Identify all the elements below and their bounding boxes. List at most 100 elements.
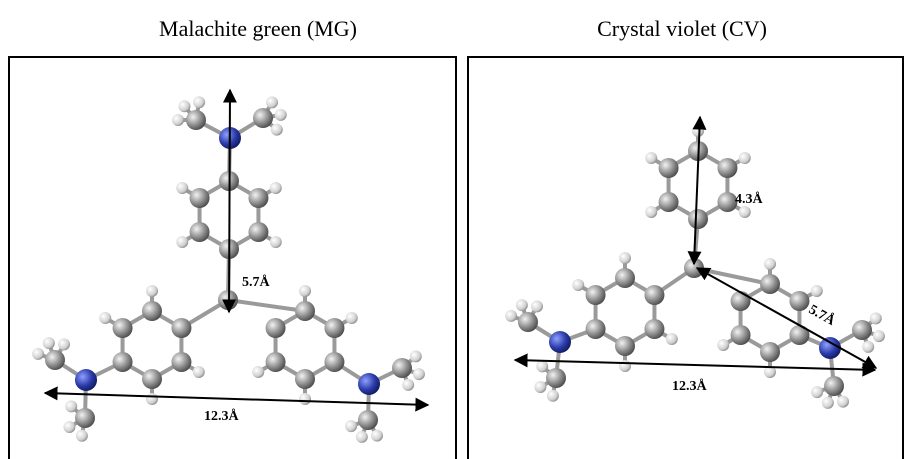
carbon-atom <box>45 350 65 370</box>
carbon-atom <box>644 285 664 305</box>
hydrogen-atom <box>645 206 657 218</box>
dimension-label: 12.3Å <box>204 408 240 424</box>
dimension-arrows <box>45 90 876 405</box>
carbon-atom <box>171 318 191 338</box>
carbon-atom <box>142 369 162 389</box>
hydrogen-atom <box>666 333 678 345</box>
carbon-atom <box>518 312 538 332</box>
nitrogen-atom <box>819 337 841 359</box>
bond <box>228 300 305 311</box>
hydrogen-atom <box>270 236 282 248</box>
panel-title: Malachite green (MG) <box>159 16 357 41</box>
carbon-atom <box>546 368 566 388</box>
carbon-atom <box>852 320 872 340</box>
carbon-atom <box>266 352 286 372</box>
hydrogen-atom <box>870 312 882 324</box>
hydrogen-atom <box>572 279 584 291</box>
hydrogen-atom <box>837 396 849 408</box>
arrow <box>515 360 875 370</box>
hydrogen-atom <box>692 125 704 137</box>
hydrogen-atom <box>299 285 311 297</box>
carbon-atom <box>295 369 315 389</box>
hydrogen-atom <box>619 252 631 264</box>
carbon-atom <box>586 285 606 305</box>
hydrogen-atom <box>178 100 190 112</box>
hydrogen-atom <box>534 381 546 393</box>
carbon-atom <box>615 268 635 288</box>
carbon-atom <box>717 158 737 178</box>
carbon-atom <box>186 110 206 130</box>
carbon-atom <box>824 376 844 396</box>
dimension-label: 5.7Å <box>806 302 839 330</box>
hydrogen-atom <box>65 400 77 412</box>
hydrogen-atom <box>739 152 751 164</box>
nitrogen-atom <box>549 331 571 353</box>
carbon-atom <box>190 188 210 208</box>
arrow <box>229 90 230 312</box>
carbon-atom <box>75 408 95 428</box>
hydrogen-atom <box>146 285 158 297</box>
dimension-label: 5.7Å <box>242 274 271 290</box>
hydrogen-atom <box>862 341 874 353</box>
carbon-atom <box>586 319 606 339</box>
hydrogen-atom <box>346 312 358 324</box>
hydrogen-atom <box>505 310 517 322</box>
carbon-atom <box>248 222 268 242</box>
hydrogen-atom <box>619 360 631 372</box>
carbon-atom <box>113 352 133 372</box>
hydrogen-atom <box>717 339 729 351</box>
carbon-atom <box>789 291 809 311</box>
hydrogen-atom <box>43 337 55 349</box>
figure: Malachite green (MG) Crystal violet (CV)… <box>0 0 904 459</box>
carbon-atom <box>324 318 344 338</box>
carbon-atom <box>266 318 286 338</box>
hydrogen-atom <box>266 96 278 108</box>
hydrogen-atom <box>76 430 88 442</box>
carbon-atom <box>113 318 133 338</box>
hydrogen-atom <box>873 330 885 342</box>
molecules <box>32 96 885 443</box>
hydrogen-atom <box>413 368 425 380</box>
hydrogen-atom <box>356 431 368 443</box>
hydrogen-atom <box>536 360 548 372</box>
carbon-atom <box>760 342 780 362</box>
hydrogen-atom <box>146 393 158 405</box>
hydrogen-atom <box>739 206 751 218</box>
hydrogen-atom <box>193 366 205 378</box>
hydrogen-atom <box>531 300 543 312</box>
carbon-atom <box>659 158 679 178</box>
hydrogen-atom <box>811 285 823 297</box>
carbon-atom <box>190 222 210 242</box>
hydrogen-atom <box>32 348 44 360</box>
hydrogen-atom <box>58 338 70 350</box>
hydrogen-atom <box>176 182 188 194</box>
carbon-atom <box>760 274 780 294</box>
hydrogen-atom <box>63 421 75 433</box>
carbon-atom <box>171 352 191 372</box>
nitrogen-atom <box>358 373 380 395</box>
carbon-atom <box>295 301 315 321</box>
carbon-atom <box>644 319 664 339</box>
carbon-atom <box>688 209 708 229</box>
hydrogen-atom <box>402 379 414 391</box>
hydrogen-atom <box>176 236 188 248</box>
hydrogen-atom <box>299 393 311 405</box>
hydrogen-atom <box>645 152 657 164</box>
hydrogen-atom <box>547 390 559 402</box>
hydrogen-atom <box>410 350 422 362</box>
carbon-atom <box>615 336 635 356</box>
carbon-atom <box>324 352 344 372</box>
hydrogen-atom <box>271 124 283 136</box>
carbon-atom <box>392 358 412 378</box>
carbon-atom <box>731 325 751 345</box>
carbon-atom <box>659 192 679 212</box>
dimension-label: 12.3Å <box>672 378 708 394</box>
panel-title: Crystal violet (CV) <box>597 16 767 41</box>
hydrogen-atom <box>516 299 528 311</box>
hydrogen-atom <box>371 430 383 442</box>
hydrogen-atom <box>252 366 264 378</box>
arrow <box>697 268 876 368</box>
hydrogen-atom <box>270 182 282 194</box>
carbon-atom <box>142 301 162 321</box>
hydrogen-atom <box>345 420 357 432</box>
